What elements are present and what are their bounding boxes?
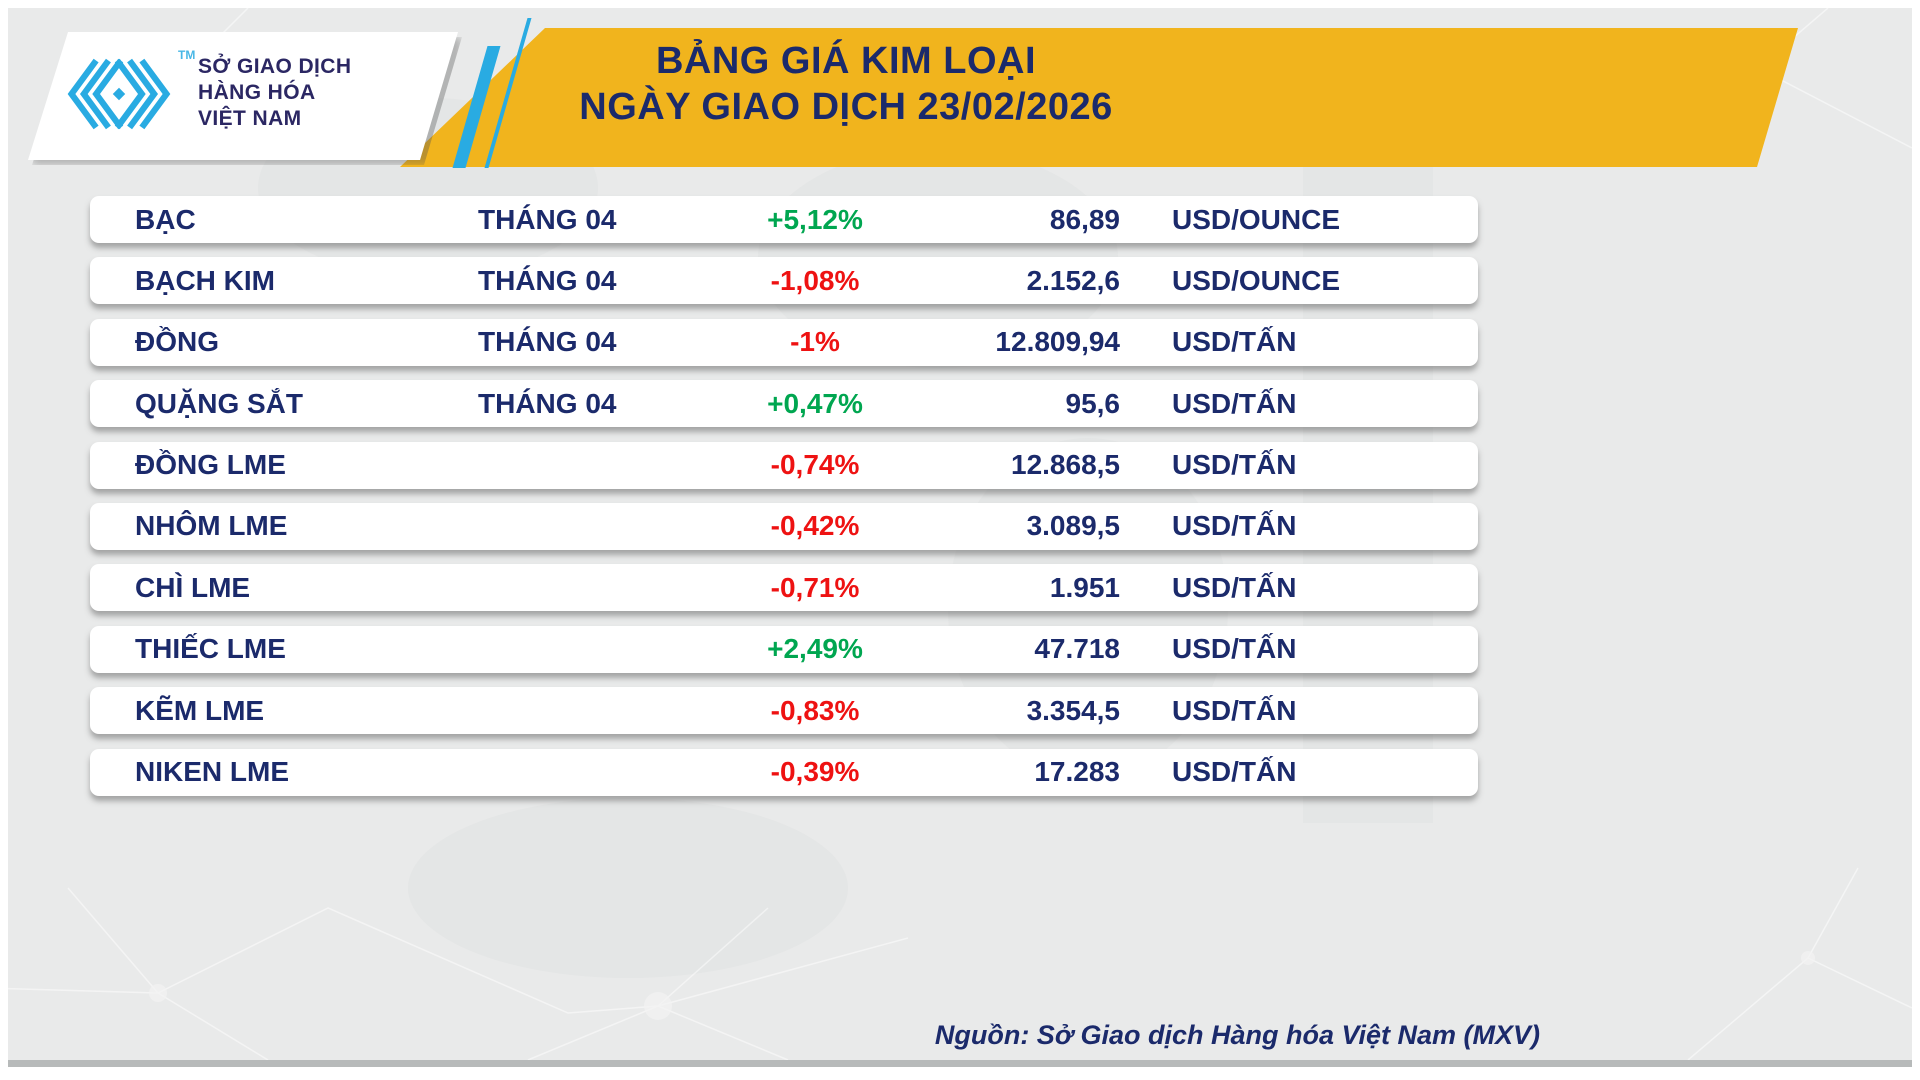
commodity-name: QUẶNG SẮT [135,387,303,419]
price-unit: USD/OUNCE [1172,203,1341,235]
change-percent: -0,74% [770,449,860,481]
commodity-name: BẠC [135,203,196,235]
table-row: NHÔM LME -0,42% 3.089,5 USD/TẤN [90,502,1478,550]
organization-name-line1: SỞ GIAO DỊCH [198,55,352,78]
bottom-edge-strip [8,1060,1912,1067]
price-value: 1.951 [1049,571,1120,603]
price-unit: USD/TẤN [1172,694,1297,726]
table-row: CHÌ LME -0,71% 1.951 USD/TẤN [90,564,1478,612]
price-unit: USD/TẤN [1172,633,1297,665]
page-title: BẢNG GIÁ KIM LOẠI NGÀY GIAO DỊCH 23/02/2… [560,38,1132,130]
page-title-line2: NGÀY GIAO DỊCH 23/02/2026 [579,86,1113,128]
commodity-name: ĐỒNG [135,326,219,358]
price-unit: USD/TẤN [1172,326,1297,358]
organization-name: SỞ GIAO DỊCH HÀNG HÓA VIỆT NAM [198,54,351,132]
price-value: 3.354,5 [1026,694,1120,726]
table-row: NIKEN LME -0,39% 17.283 USD/TẤN [90,748,1478,796]
table-row: ĐỒNG THÁNG 04 -1% 12.809,94 USD/TẤN [90,318,1478,366]
table-row: BẠCH KIM THÁNG 04 -1,08% 2.152,6 USD/OUN… [90,257,1478,305]
price-value: 12.809,94 [995,326,1120,358]
organization-name-line2: HÀNG HÓA [198,81,316,104]
change-percent: -0,42% [770,510,860,542]
change-percent: -0,71% [770,571,860,603]
table-row: BẠC THÁNG 04 +5,12% 86,89 USD/OUNCE [90,196,1478,243]
contract-month: THÁNG 04 [478,326,617,358]
change-percent: -1% [790,326,840,358]
change-percent: +0,47% [767,387,863,419]
change-percent: -1,08% [770,264,860,296]
price-unit: USD/TẤN [1172,756,1297,788]
contract-month: THÁNG 04 [478,264,617,296]
title-banner [400,28,1798,167]
commodity-name: NIKEN LME [135,756,289,788]
change-percent: +5,12% [767,203,863,235]
commodity-name: THIẾC LME [135,633,286,665]
price-value: 95,6 [1065,387,1121,419]
table-row: KẼM LME -0,83% 3.354,5 USD/TẤN [90,687,1478,735]
table-row: THIẾC LME +2,49% 47.718 USD/TẤN [90,625,1478,673]
table-row: ĐỒNG LME -0,74% 12.868,5 USD/TẤN [90,441,1478,489]
page-title-line1: BẢNG GIÁ KIM LOẠI [655,40,1037,82]
commodity-name: CHÌ LME [135,571,251,603]
change-percent: -0,83% [770,694,860,726]
source-note: Nguồn: Sở Giao dịch Hàng hóa Việt Nam (M… [934,1020,1540,1050]
change-percent: -0,39% [770,756,860,788]
logo-plate: TM SỞ GIAO DỊCH HÀNG HÓA VIỆT NAM [28,32,458,160]
price-value: 3.089,5 [1026,510,1120,542]
price-value: 12.868,5 [1011,449,1120,481]
commodity-name: BẠCH KIM [135,264,275,296]
price-value: 2.152,6 [1026,264,1120,296]
price-unit: USD/TẤN [1172,571,1297,603]
price-value: 47.718 [1034,633,1120,665]
price-unit: USD/TẤN [1172,510,1297,542]
change-percent: +2,49% [767,633,863,665]
contract-month: THÁNG 04 [478,203,617,235]
price-value: 86,89 [1049,203,1120,235]
commodity-name: KẼM LME [135,694,265,726]
price-unit: USD/OUNCE [1172,264,1341,296]
commodity-name: NHÔM LME [135,510,288,542]
price-unit: USD/TẤN [1172,387,1297,419]
trademark-label: TM [178,48,196,62]
commodity-name: ĐỒNG LME [135,449,286,481]
price-value: 17.283 [1034,756,1120,788]
table-row: QUẶNG SẮT THÁNG 04 +0,47% 95,6 USD/TẤN [90,380,1478,428]
contract-month: THÁNG 04 [478,387,617,419]
organization-name-line3: VIỆT NAM [198,107,302,130]
price-unit: USD/TẤN [1172,449,1297,481]
mxv-logo-icon [67,58,171,130]
price-table: BẠC THÁNG 04 +5,12% 86,89 USD/OUNCE BẠCH… [90,196,1478,810]
